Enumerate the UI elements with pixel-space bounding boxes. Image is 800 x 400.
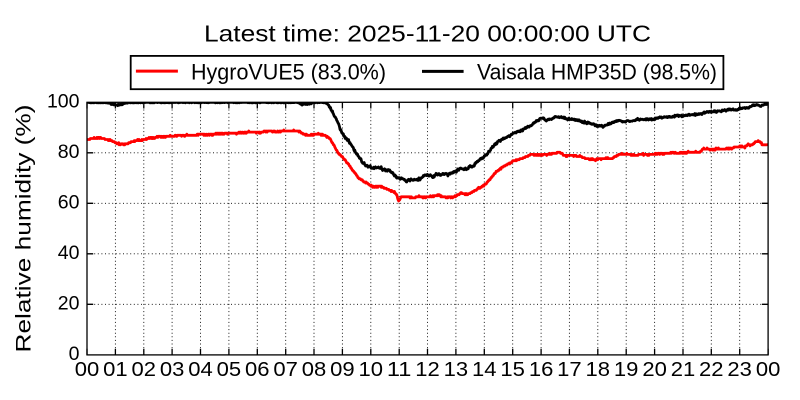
svg-text:06: 06 [245, 358, 270, 381]
svg-text:05: 05 [217, 358, 242, 381]
svg-text:04: 04 [188, 358, 213, 381]
svg-text:02: 02 [132, 358, 157, 381]
svg-text:100: 100 [47, 90, 80, 112]
svg-text:20: 20 [642, 358, 667, 381]
svg-text:Relative humidity (%): Relative humidity (%) [13, 105, 36, 353]
svg-text:15: 15 [500, 358, 525, 381]
svg-text:HygroVUE5 (83.0%): HygroVUE5 (83.0%) [191, 59, 386, 84]
svg-text:16: 16 [529, 358, 554, 381]
svg-text:07: 07 [273, 358, 298, 381]
svg-text:11: 11 [387, 358, 412, 381]
svg-text:80: 80 [58, 141, 80, 163]
svg-text:Latest time: 2025-11-20 00:00:: Latest time: 2025-11-20 00:00:00 UTC [204, 21, 651, 47]
svg-text:0: 0 [69, 343, 80, 365]
svg-text:21: 21 [671, 358, 696, 381]
svg-text:09: 09 [330, 358, 355, 381]
svg-text:18: 18 [586, 358, 611, 381]
svg-text:13: 13 [444, 358, 469, 381]
svg-text:40: 40 [58, 242, 80, 264]
svg-text:17: 17 [557, 358, 582, 381]
svg-text:10: 10 [359, 358, 384, 381]
svg-text:Vaisala HMP35D (98.5%): Vaisala HMP35D (98.5%) [477, 59, 717, 84]
svg-text:19: 19 [614, 358, 639, 381]
svg-text:12: 12 [415, 358, 440, 381]
svg-text:14: 14 [472, 358, 497, 381]
svg-text:00: 00 [756, 358, 781, 381]
svg-text:20: 20 [58, 292, 80, 314]
svg-text:00: 00 [75, 358, 100, 381]
svg-text:22: 22 [699, 358, 724, 381]
svg-text:03: 03 [160, 358, 185, 381]
svg-text:08: 08 [302, 358, 327, 381]
svg-text:60: 60 [58, 191, 80, 213]
svg-text:23: 23 [727, 358, 752, 381]
svg-text:01: 01 [103, 358, 128, 381]
